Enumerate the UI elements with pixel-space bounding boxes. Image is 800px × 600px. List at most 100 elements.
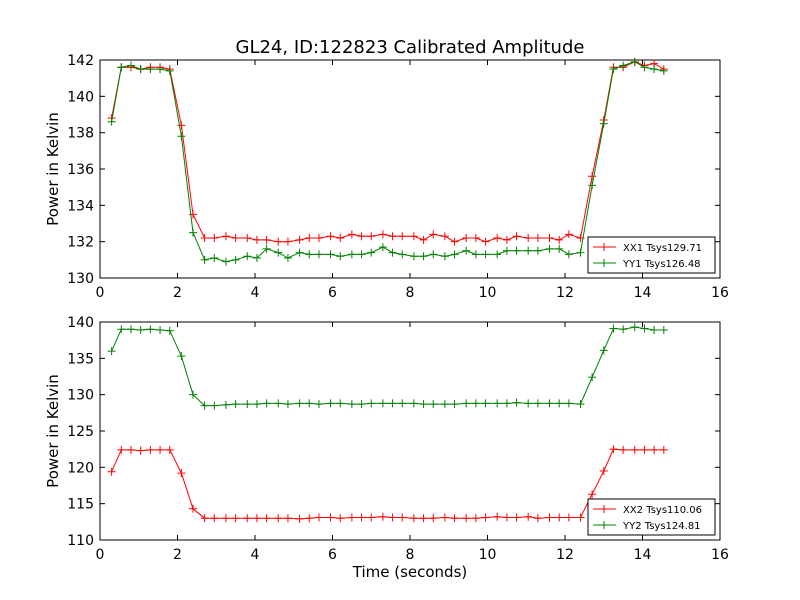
data-point xyxy=(378,512,387,521)
data-point xyxy=(502,235,511,244)
data-point xyxy=(295,399,304,408)
x-axis-label: Time (seconds) xyxy=(352,563,468,581)
data-point xyxy=(512,232,521,241)
data-point xyxy=(378,230,387,239)
data-point xyxy=(200,255,209,264)
data-point xyxy=(388,232,397,241)
data-point xyxy=(347,400,356,409)
data-point xyxy=(177,352,186,361)
data-point xyxy=(524,512,533,521)
data-point xyxy=(231,255,240,264)
data-point xyxy=(462,246,471,255)
data-point xyxy=(640,63,649,72)
data-point xyxy=(136,65,145,74)
legend-swatch-marker xyxy=(600,259,608,267)
x-tick-label: 16 xyxy=(711,285,729,301)
data-point xyxy=(564,399,573,408)
series-line-xx1 xyxy=(111,61,665,243)
legend-swatch-marker xyxy=(600,521,608,529)
data-point xyxy=(189,504,197,513)
y-tick-label: 135 xyxy=(67,351,94,367)
y-axis-label: Power in Kelvin xyxy=(44,112,62,226)
legend-entry-label: XX1 Tsys129.71 xyxy=(623,243,702,254)
legend-entry-label: XX2 Tsys110.06 xyxy=(623,505,702,516)
y-tick-label: 134 xyxy=(67,198,94,214)
data-point xyxy=(146,445,155,454)
figure-title: GL24, ID:122823 Calibrated Amplitude xyxy=(236,37,585,58)
data-point xyxy=(357,232,366,241)
data-point xyxy=(588,373,597,382)
data-point xyxy=(165,326,174,335)
data-point xyxy=(388,399,397,408)
data-point xyxy=(609,324,618,333)
legend-swatch-marker xyxy=(600,505,608,513)
legend-box xyxy=(587,236,716,274)
data-point xyxy=(210,401,219,410)
data-point xyxy=(630,323,639,332)
data-point xyxy=(177,469,186,478)
data-point xyxy=(440,232,449,241)
data-point xyxy=(555,513,564,522)
data-point xyxy=(357,513,366,522)
y-tick-label: 130 xyxy=(67,388,94,404)
data-point xyxy=(231,234,240,243)
data-point xyxy=(659,66,668,75)
y-tick-label: 138 xyxy=(67,126,94,142)
data-point xyxy=(221,257,230,266)
data-point xyxy=(283,237,292,246)
x-tick-label: 6 xyxy=(328,285,337,301)
data-point xyxy=(409,252,418,261)
data-point xyxy=(471,250,480,259)
data-point xyxy=(326,250,335,259)
data-point xyxy=(493,512,502,521)
data-point xyxy=(189,228,197,237)
data-point xyxy=(502,399,511,408)
data-point xyxy=(367,232,376,241)
data-point xyxy=(146,65,155,74)
data-point xyxy=(283,254,292,263)
data-point xyxy=(107,467,116,476)
data-point xyxy=(221,514,230,523)
data-point xyxy=(630,445,639,454)
data-point xyxy=(210,234,219,243)
data-point xyxy=(429,400,438,409)
data-point xyxy=(462,399,471,408)
data-point xyxy=(314,234,323,243)
data-point xyxy=(177,121,186,130)
x-tick-label: 14 xyxy=(634,547,652,563)
y-tick-label: 125 xyxy=(67,424,94,440)
data-point xyxy=(378,399,387,408)
data-point xyxy=(512,398,521,407)
data-point xyxy=(533,234,542,243)
y-tick-label: 136 xyxy=(67,162,94,178)
data-point xyxy=(502,246,511,255)
data-point xyxy=(305,399,314,408)
x-tick-label: 10 xyxy=(479,285,497,301)
data-point xyxy=(524,399,533,408)
data-point xyxy=(512,513,521,522)
x-tick-label: 0 xyxy=(96,285,105,301)
data-point xyxy=(231,400,240,409)
data-point xyxy=(326,513,335,522)
data-point xyxy=(419,235,428,244)
data-point xyxy=(576,513,585,522)
data-point xyxy=(599,119,608,128)
data-point xyxy=(481,399,490,408)
data-point xyxy=(200,401,209,410)
data-point xyxy=(450,237,459,246)
data-point xyxy=(367,399,376,408)
y-axis-label: Power in Kelvin xyxy=(44,374,62,488)
data-point xyxy=(398,399,407,408)
data-point xyxy=(347,513,356,522)
x-tick-label: 12 xyxy=(556,285,574,301)
data-point xyxy=(117,325,126,334)
y-tick-label: 130 xyxy=(67,271,94,287)
data-point xyxy=(462,234,471,243)
data-point xyxy=(127,61,135,70)
data-point xyxy=(252,400,261,409)
data-point xyxy=(357,250,366,259)
data-point xyxy=(262,514,271,523)
data-point xyxy=(378,243,387,252)
data-point xyxy=(471,514,480,523)
data-point xyxy=(221,232,230,241)
